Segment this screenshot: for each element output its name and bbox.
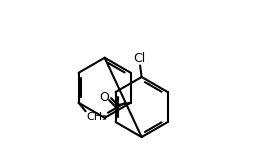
Text: Cl: Cl	[134, 52, 146, 65]
Text: CH₃: CH₃	[86, 113, 107, 122]
Text: O: O	[99, 91, 109, 104]
